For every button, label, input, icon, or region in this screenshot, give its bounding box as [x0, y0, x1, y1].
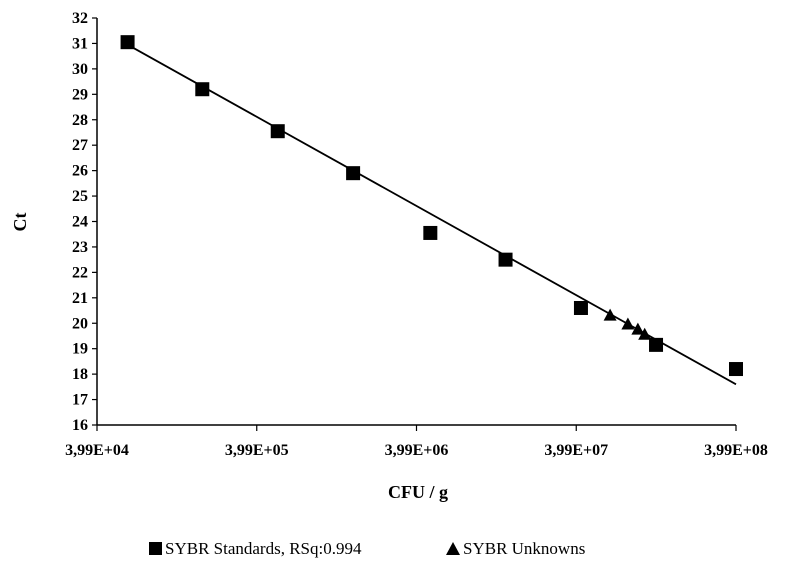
data-point-standard: [120, 35, 135, 50]
data-point-standard: [195, 82, 210, 97]
y-axis-title: Ct: [10, 213, 30, 232]
data-points: [120, 35, 743, 377]
y-tick-label: 25: [72, 188, 88, 205]
y-tick-label: 19: [72, 341, 88, 358]
y-tick-label: 20: [72, 315, 88, 332]
y-tick-label: 23: [72, 239, 88, 256]
y-tick-label: 27: [72, 137, 88, 154]
legend-label-standards: SYBR Standards, RSq:0.994: [165, 539, 362, 558]
y-tick-label: 22: [72, 264, 88, 281]
axes: 16 17 18 19 20 21 22 23 24 25 26 27 28 29 30 31 32 3,99E+…: [65, 10, 768, 459]
legend-triangle-marker: [446, 542, 460, 555]
data-point-standard: [729, 362, 743, 377]
y-tick-label: 29: [72, 86, 88, 103]
y-tick-label: 24: [72, 214, 88, 231]
x-tick-label: 3,99E+08: [704, 442, 768, 459]
y-tick-label: 30: [72, 61, 88, 78]
data-point-standard: [346, 166, 361, 181]
trendline: [127, 43, 737, 386]
x-tick-label: 3,99E+04: [65, 442, 129, 459]
legend-square-marker: [149, 542, 162, 555]
y-tick-label: 21: [72, 290, 88, 307]
x-tick-label: 3,99E+06: [385, 442, 449, 459]
data-point-standard: [270, 124, 285, 139]
legend: SYBR Standards, RSq:0.994 SYBR Unknowns: [149, 539, 585, 558]
y-tick-label: 17: [72, 392, 88, 409]
trendline-layer: [127, 43, 737, 386]
data-point-standard: [498, 252, 513, 267]
x-tick-label: 3,99E+05: [225, 442, 289, 459]
data-point-unknown: [603, 308, 617, 321]
legend-label-unknowns: SYBR Unknowns: [463, 539, 585, 558]
data-point-standard: [423, 225, 438, 240]
y-tick-label: 28: [72, 112, 88, 129]
data-point-unknown: [638, 327, 652, 340]
y-tick-label: 31: [72, 35, 88, 52]
y-tick-label: 18: [72, 366, 88, 383]
x-axis-title: CFU / g: [388, 482, 448, 502]
x-tick-label: 3,99E+07: [544, 442, 608, 459]
data-point-standard: [573, 300, 588, 315]
data-point-unknown: [621, 317, 635, 330]
y-tick-label: 16: [72, 417, 88, 434]
y-tick-label: 32: [72, 10, 88, 27]
y-tick-label: 26: [72, 163, 88, 180]
data-point-unknown: [631, 322, 645, 335]
data-point-standard: [649, 337, 664, 352]
